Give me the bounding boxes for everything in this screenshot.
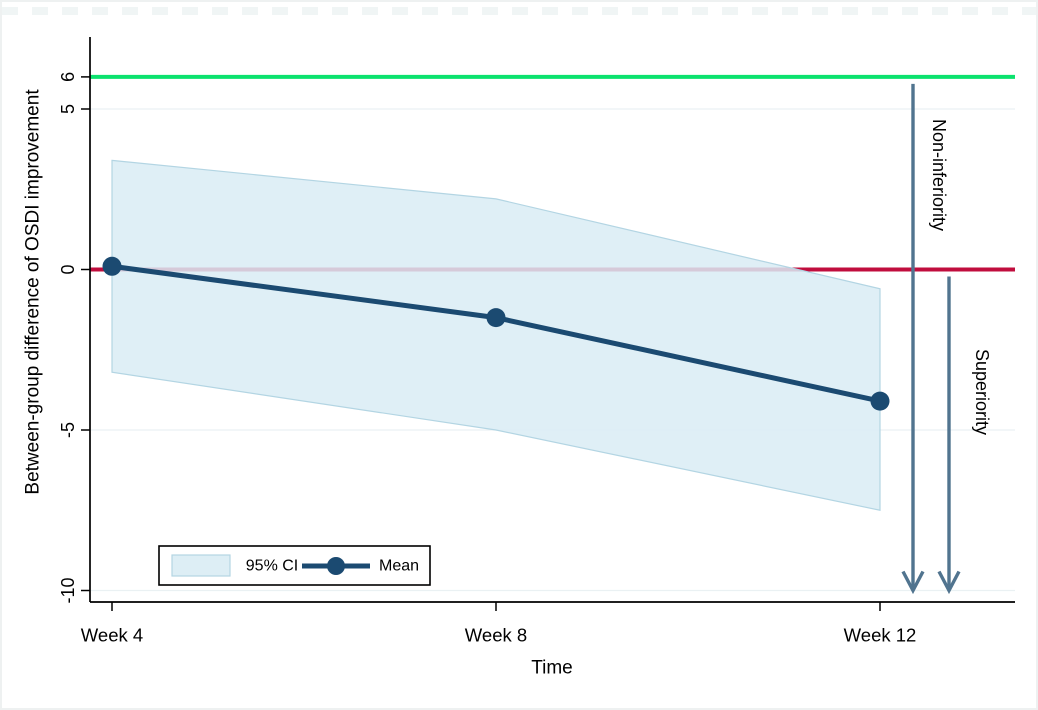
x-tick-label: Week 12: [844, 625, 917, 646]
arrowhead-icon: [937, 570, 961, 595]
y-tick-label: -10: [58, 577, 78, 603]
legend-mean-marker: [327, 557, 345, 575]
y-tick-label: -5: [58, 422, 78, 438]
legend-ci-label: 95% CI: [246, 558, 298, 575]
legend-ci-swatch: [171, 554, 231, 577]
annotations: Non-inferiority Superiority: [901, 83, 992, 595]
x-tick-label: Week 8: [465, 625, 527, 646]
x-axis-title: Time: [531, 658, 573, 679]
y-axis-title: Between-group difference of OSDI improve…: [23, 89, 44, 495]
x-axis: Week 4 Week 8 Week 12: [81, 601, 1015, 646]
mean-series: [102, 256, 890, 411]
legend-mean-label: Mean: [379, 558, 419, 575]
mean-markers: [102, 256, 890, 411]
ci-band: [111, 159, 881, 511]
mean-marker: [870, 391, 890, 411]
y-tick-label: 0: [58, 264, 78, 274]
y-axis: 6 5 0 -5 -10: [58, 37, 91, 604]
legend-box: [158, 545, 431, 586]
mean-marker: [102, 256, 122, 276]
annotation-label: Non-inferiority: [929, 119, 949, 231]
legend: 95% CI Mean: [158, 545, 431, 586]
y-tick-label: 6: [58, 72, 78, 82]
annotation-label: Superiority: [972, 349, 992, 435]
mean-marker: [486, 308, 506, 328]
arrowhead-icon: [901, 570, 925, 595]
y-tick-label: 5: [58, 104, 78, 114]
cropped-top-texture: [2, 7, 1036, 15]
x-tick-label: Week 4: [81, 625, 143, 646]
